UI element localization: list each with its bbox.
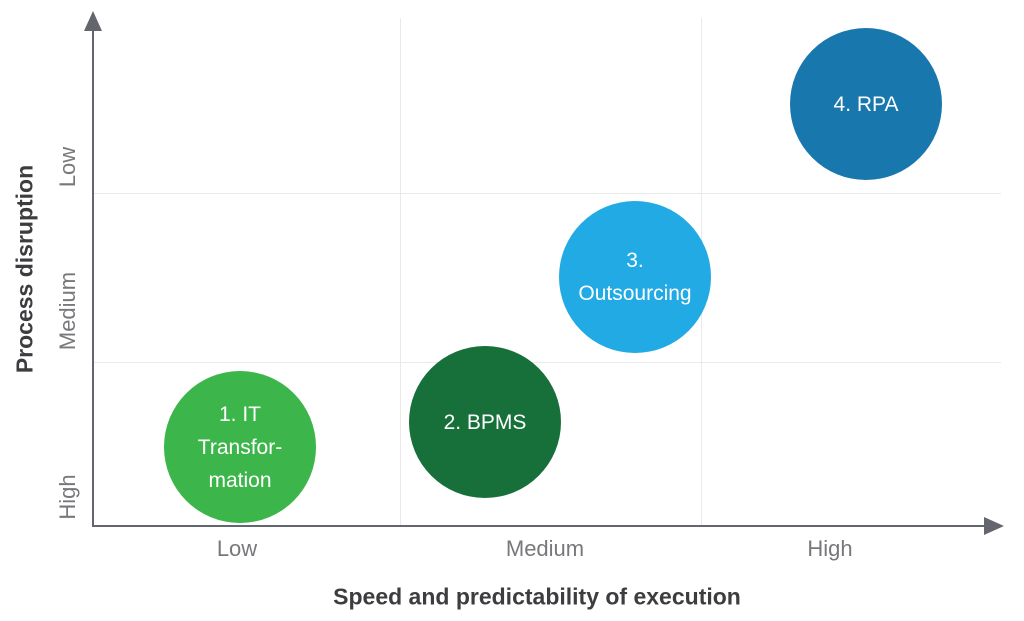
vertical-gridline-1 (400, 18, 401, 527)
x-tick-medium: Medium (505, 536, 585, 561)
x-tick-low: Low (216, 536, 258, 561)
y-tick-high: High (55, 474, 80, 520)
bubble-bpms: 2. BPMS (409, 346, 561, 498)
x-axis-line (93, 525, 987, 527)
horizontal-gridline-2 (93, 362, 1001, 363)
x-axis-arrow-right-icon (984, 517, 1004, 535)
y-axis-line (92, 24, 94, 527)
y-axis-title: Process disruption (11, 164, 38, 374)
bubble-rpa: 4. RPA (790, 28, 942, 180)
bubble-outsourcing: 3. Outsourcing (559, 201, 711, 353)
y-axis-arrow-up-icon (84, 11, 102, 31)
x-tick-high: High (807, 536, 853, 561)
y-tick-low: Low (55, 146, 80, 188)
x-axis-title: Speed and predictability of execution (333, 583, 741, 610)
y-tick-medium: Medium (55, 271, 80, 351)
bubble-it-transformation: 1. IT Transfor- mation (164, 371, 316, 523)
horizontal-gridline-1 (93, 193, 1001, 194)
